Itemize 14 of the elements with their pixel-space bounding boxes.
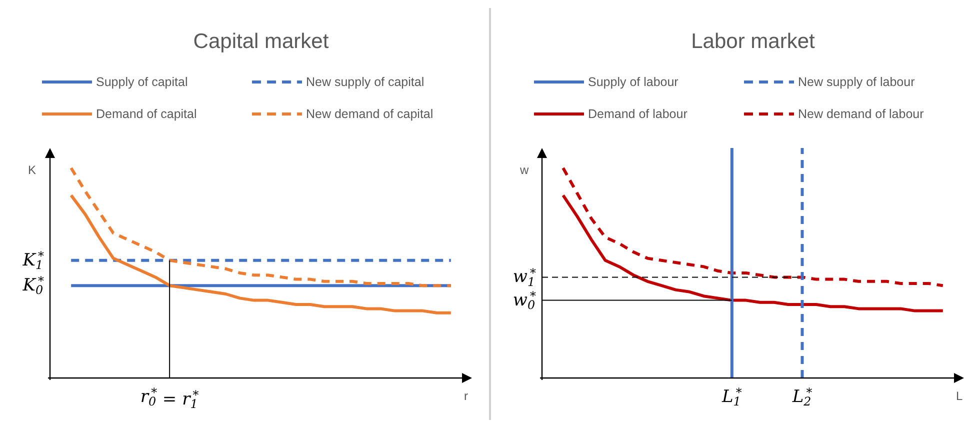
x-axis-title: r bbox=[464, 389, 468, 403]
y-axis-title: w bbox=[519, 163, 529, 177]
legend-label: Demand of labour bbox=[588, 107, 688, 121]
legend-label: Supply of labour bbox=[588, 75, 678, 89]
chart-title: Capital market bbox=[193, 30, 329, 53]
legend-label: New demand of labour bbox=[798, 107, 924, 121]
legend-label: New demand of capital bbox=[306, 107, 434, 121]
y-axis-title: K bbox=[28, 163, 36, 177]
chart-title: Labor market bbox=[691, 30, 816, 53]
legend-label: New supply of labour bbox=[798, 75, 915, 89]
x-axis-title: L bbox=[956, 389, 963, 403]
legend-label: Supply of capital bbox=[96, 75, 188, 89]
legend-label: New supply of capital bbox=[306, 75, 424, 89]
legend-label: Demand of capital bbox=[96, 107, 197, 121]
